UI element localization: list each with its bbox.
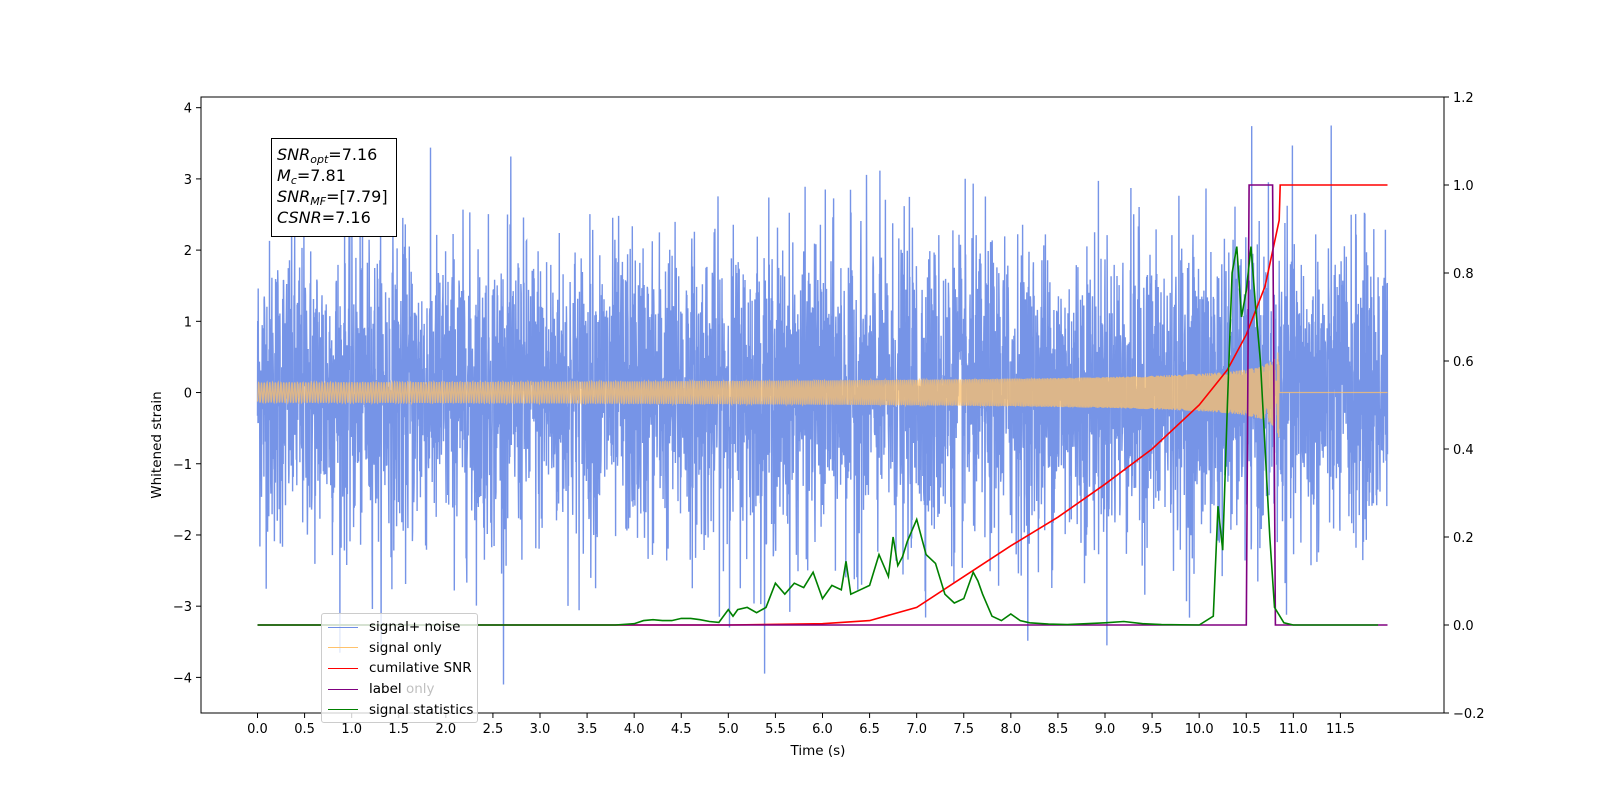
snr-annotation-box: SNRopt=7.16 Mc=7.81 SNRMF=[7.79] CSNR=7.…: [271, 138, 397, 237]
snr-opt-text: SNRopt=7.16: [277, 145, 378, 166]
y-left-tick-label: 0: [184, 387, 192, 402]
x-tick-label: 2.0: [435, 722, 456, 737]
legend-label: signal+ noise: [369, 619, 461, 636]
x-tick-label: 4.0: [624, 722, 645, 737]
x-tick-label: 7.0: [906, 722, 927, 737]
x-tick-label: 2.5: [483, 722, 504, 737]
legend-label: signal statistics: [369, 701, 474, 718]
y-right-tick-label: −0.2: [1453, 707, 1485, 722]
y-right-tick-label: 1.2: [1453, 91, 1474, 106]
legend-overlap-text: label only: [369, 680, 435, 697]
series-signal-statistics: [257, 246, 1379, 626]
x-tick-label: 0.0: [247, 722, 268, 737]
y-right-tick-label: 0.8: [1453, 267, 1474, 282]
y-left-tick-label: 4: [184, 102, 192, 117]
chirp-mass-text: Mc=7.81: [277, 166, 346, 187]
x-tick-label: 3.5: [577, 722, 598, 737]
x-tick-label: 11.0: [1279, 722, 1308, 737]
y-right-tick-label: 0.4: [1453, 443, 1474, 458]
x-axis-label: Time (s): [790, 743, 846, 759]
csnr-text: CSNR=7.16: [277, 208, 371, 227]
x-tick-label: 3.0: [530, 722, 551, 737]
x-tick-label: 11.5: [1326, 722, 1355, 737]
x-tick-label: 9.5: [1142, 722, 1163, 737]
legend-item-cumulative-snr: cumilative SNR: [328, 658, 477, 679]
x-tick-label: 0.5: [294, 722, 315, 737]
series-signal-only: [256, 352, 1388, 438]
y-right-tick-label: 0.6: [1453, 355, 1474, 370]
axes-border: [200, 96, 1445, 714]
legend-swatch: [328, 667, 358, 669]
y-axis-label: Whitened strain: [149, 391, 165, 498]
x-tick-label: 8.0: [1000, 722, 1021, 737]
x-tick-label: 10.0: [1185, 722, 1214, 737]
legend-swatch: [328, 688, 358, 690]
y-right-tick-label: 0.2: [1453, 531, 1474, 546]
legend-label: signal only: [369, 639, 442, 656]
x-tick-label: 9.0: [1095, 722, 1116, 737]
snr-mf-text: SNRMF=[7.79]: [277, 187, 388, 208]
x-tick-label: 1.5: [388, 722, 409, 737]
legend-label: label: [369, 681, 402, 698]
y-left-tick-label: −1: [173, 458, 192, 473]
series-signal-noise: [256, 125, 1389, 685]
y-left-tick-label: 2: [184, 244, 192, 259]
y-left-tick-label: −3: [173, 600, 192, 615]
y-right-tick-label: 0.0: [1453, 619, 1474, 634]
legend-swatch: [328, 709, 358, 711]
x-tick-label: 10.5: [1232, 722, 1261, 737]
y-right-tick-label: 1.0: [1453, 179, 1474, 194]
y-left-tick-label: 3: [184, 173, 192, 188]
legend-item-signal-statistics: signal statistics: [328, 699, 477, 720]
legend-item-signal-noise: signal+ noise: [328, 617, 477, 638]
x-tick-label: 5.0: [718, 722, 739, 737]
x-tick-label: 4.5: [671, 722, 692, 737]
legend: signal+ noise signal only cumilative SNR…: [321, 613, 478, 723]
x-tick-label: 8.5: [1048, 722, 1069, 737]
x-tick-label: 1.0: [341, 722, 362, 737]
y-left-tick-label: −2: [173, 529, 192, 544]
legend-swatch: [328, 626, 358, 628]
x-tick-label: 6.5: [859, 722, 880, 737]
series-cumulative-snr: [257, 184, 1388, 626]
y-left-tick-label: 1: [184, 315, 192, 330]
x-tick-label: 6.0: [812, 722, 833, 737]
x-tick-label: 7.5: [953, 722, 974, 737]
legend-item-signal-only: signal only: [328, 638, 477, 659]
legend-label: cumilative SNR: [369, 660, 472, 677]
x-tick-label: 5.5: [765, 722, 786, 737]
y-left-tick-label: −4: [173, 671, 192, 686]
legend-item-label: label label only: [328, 679, 477, 700]
legend-swatch: [328, 647, 358, 649]
